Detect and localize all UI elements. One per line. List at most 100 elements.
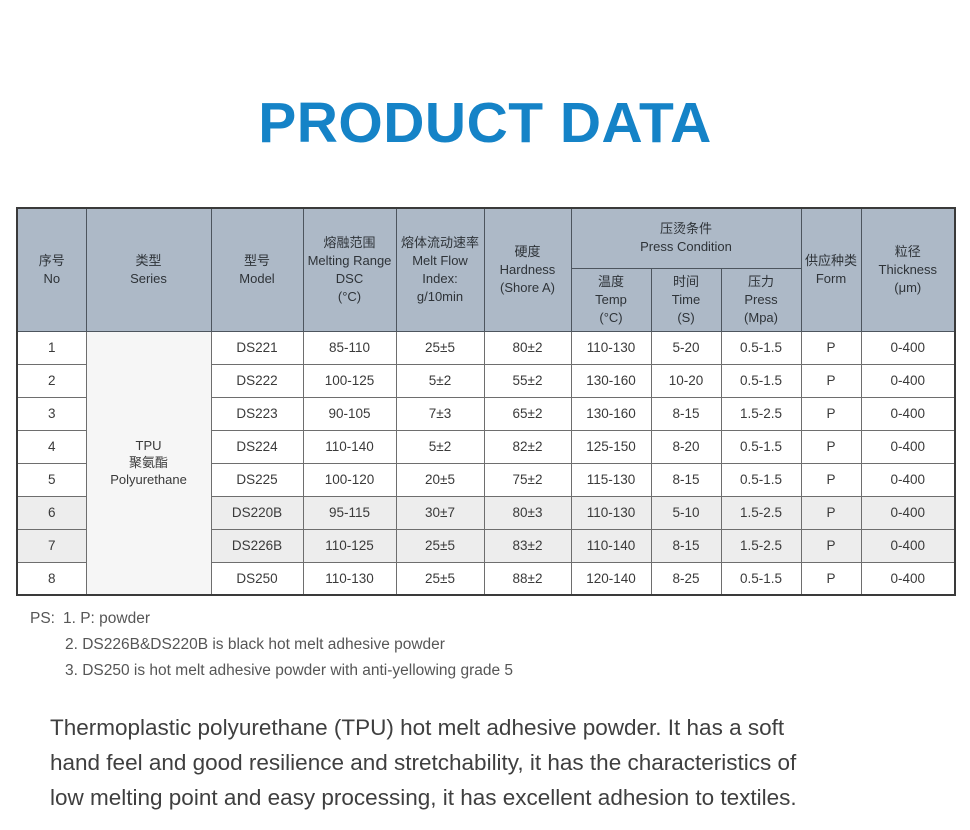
table-row: 8 DS250 110-130 25±5 88±2 120-140 8-25 0… [16,561,956,596]
label-en: Time [671,291,701,307]
cell-no: 4 [16,429,87,464]
cell-melt-flow: 25±5 [395,330,485,365]
cell-temp: 130-160 [570,396,652,431]
cell-model: DS223 [210,396,304,431]
label-zh: 熔体流动速率 [400,234,479,250]
label-zh: 粒径 [894,243,921,259]
cell-model: DS224 [210,429,304,464]
label-zh: 压烫条件 [660,221,713,237]
cell-melting-range: 100-120 [302,462,397,497]
col-header-press-condition-group: 压烫条件 Press Condition [570,207,802,269]
label-unit: (Mpa) [744,309,778,325]
label-zh: 温度 [597,273,624,289]
cell-no: 3 [16,396,87,431]
col-header-series: 类型 Series [85,207,212,332]
cell-thickness: 0-400 [860,495,956,530]
table-row: 1 TPU 聚氨酯 Polyurethane DS221 85-110 25±5… [16,330,956,596]
cell-time: 8-15 [650,528,722,563]
cell-melt-flow: 25±5 [395,528,485,563]
cell-form: P [800,363,862,398]
cell-melting-range: 90-105 [302,396,397,431]
cell-melt-flow: 5±2 [395,363,485,398]
description-line: low melting point and easy processing, i… [50,785,797,810]
cell-melting-range: 95-115 [302,495,397,530]
cell-form: P [800,429,862,464]
cell-press: 1.5-2.5 [720,528,802,563]
cell-press: 1.5-2.5 [720,495,802,530]
cell-melting-range: 85-110 [302,330,397,365]
table-header: 序号 No 类型 Series 型号 Model 熔融范围 Melting Ra… [16,207,956,332]
cell-time: 5-20 [650,330,722,365]
label-unit: (S) [677,309,695,325]
label-en: Form [815,270,847,286]
cell-form: P [800,495,862,530]
cell-temp: 110-130 [570,495,652,530]
cell-model: DS226B [210,528,304,563]
table-body: 1 TPU 聚氨酯 Polyurethane DS221 85-110 25±5… [16,330,956,596]
label-zh: 压力 [748,273,775,289]
page-title: PRODUCT DATA [258,91,712,155]
label-unit: (°C) [599,309,623,325]
cell-time: 5-10 [650,495,722,530]
cell-press: 1.5-2.5 [720,396,802,431]
cell-thickness: 0-400 [860,462,956,497]
cell-time: 8-15 [650,462,722,497]
col-header-time: 时间 Time (S) [650,267,722,332]
label-en: Temp [595,291,627,307]
cell-temp: 130-160 [570,363,652,398]
cell-melting-range: 100-125 [302,363,397,398]
cell-thickness: 0-400 [860,528,956,563]
cell-temp: 125-150 [570,429,652,464]
cell-melt-flow: 20±5 [395,462,485,497]
col-header-temp: 温度 Temp (°C) [570,267,652,332]
cell-hardness: 65±2 [483,396,572,431]
col-header-hardness: 硬度 Hardness (Shore A) [483,207,572,332]
cell-no: 5 [16,462,87,497]
label-en: Hardness [499,261,556,277]
col-header-press: 压力 Press (Mpa) [720,267,802,332]
label-unit: (Shore A) [500,279,555,295]
cell-melt-flow: 5±2 [395,429,485,464]
cell-thickness: 0-400 [860,429,956,464]
label-unit: (μm) [894,279,922,295]
table-row: 3 DS223 90-105 7±3 65±2 130-160 8-15 1.5… [16,396,956,431]
cell-form: P [800,396,862,431]
label-en: No [43,270,61,286]
table-row: 4 DS224 110-140 5±2 82±2 125-150 8-20 0.… [16,429,956,464]
footnotes: PS: 1. P: powder 2. DS226B&DS220B is blac… [30,606,513,684]
cell-form: P [800,330,862,365]
col-header-no: 序号 No [16,207,87,332]
footnote-line: 3. DS250 is hot melt adhesive powder wit… [30,658,513,684]
cell-temp: 110-130 [570,330,652,365]
cell-press: 0.5-1.5 [720,330,802,365]
cell-no: 2 [16,363,87,398]
col-header-form: 供应种类 Form [800,207,862,332]
footnote-text: 3. DS250 is hot melt adhesive powder wit… [65,662,514,679]
cell-hardness: 82±2 [483,429,572,464]
cell-melt-flow: 30±7 [395,495,485,530]
label-zh: 型号 [243,252,270,268]
cell-no: 8 [16,561,87,596]
label-en: DSC [335,270,364,286]
label-en: Melting Range [307,252,392,268]
cell-no: 6 [16,495,87,530]
cell-temp: 110-140 [570,528,652,563]
cell-time: 8-25 [650,561,722,596]
footnote-text: 2. DS226B&DS220B is black hot melt adhes… [65,636,445,653]
cell-hardness: 75±2 [483,462,572,497]
description-line: Thermoplastic polyurethane (TPU) hot mel… [50,715,785,740]
series-line: Polyurethane [110,472,187,488]
footnote-line: PS: 1. P: powder [30,606,513,632]
cell-hardness: 55±2 [483,363,572,398]
label-unit: (°C) [337,288,362,304]
label-zh: 时间 [672,273,699,289]
cell-hardness: 83±2 [483,528,572,563]
label-unit: g/10min [416,288,464,304]
label-en: Thickness [878,261,938,277]
header-row-sub: 温度 Temp (°C) 时间 Time (S) 压力 Press (Mpa) [17,267,955,332]
label-en: Index: [422,270,458,286]
label-zh: 序号 [38,252,65,268]
cell-model: DS220B [210,495,304,530]
col-header-thickness: 粒径 Thickness (μm) [860,207,956,332]
label-zh: 熔融范围 [323,234,376,250]
